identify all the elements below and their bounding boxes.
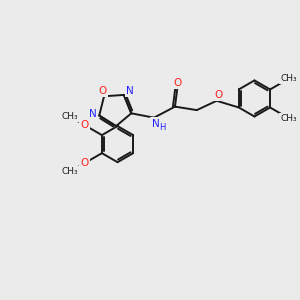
Text: O: O xyxy=(80,120,88,130)
Text: N: N xyxy=(152,118,159,128)
Text: H: H xyxy=(159,123,165,132)
Text: CH₃: CH₃ xyxy=(62,112,78,121)
Text: O: O xyxy=(98,86,107,96)
Text: CH₃: CH₃ xyxy=(280,114,297,123)
Text: CH₃: CH₃ xyxy=(62,167,78,176)
Text: N: N xyxy=(89,109,97,119)
Text: O: O xyxy=(214,90,222,100)
Text: CH₃: CH₃ xyxy=(280,74,297,83)
Text: N: N xyxy=(126,85,134,95)
Text: O: O xyxy=(173,78,182,88)
Text: O: O xyxy=(80,158,88,168)
